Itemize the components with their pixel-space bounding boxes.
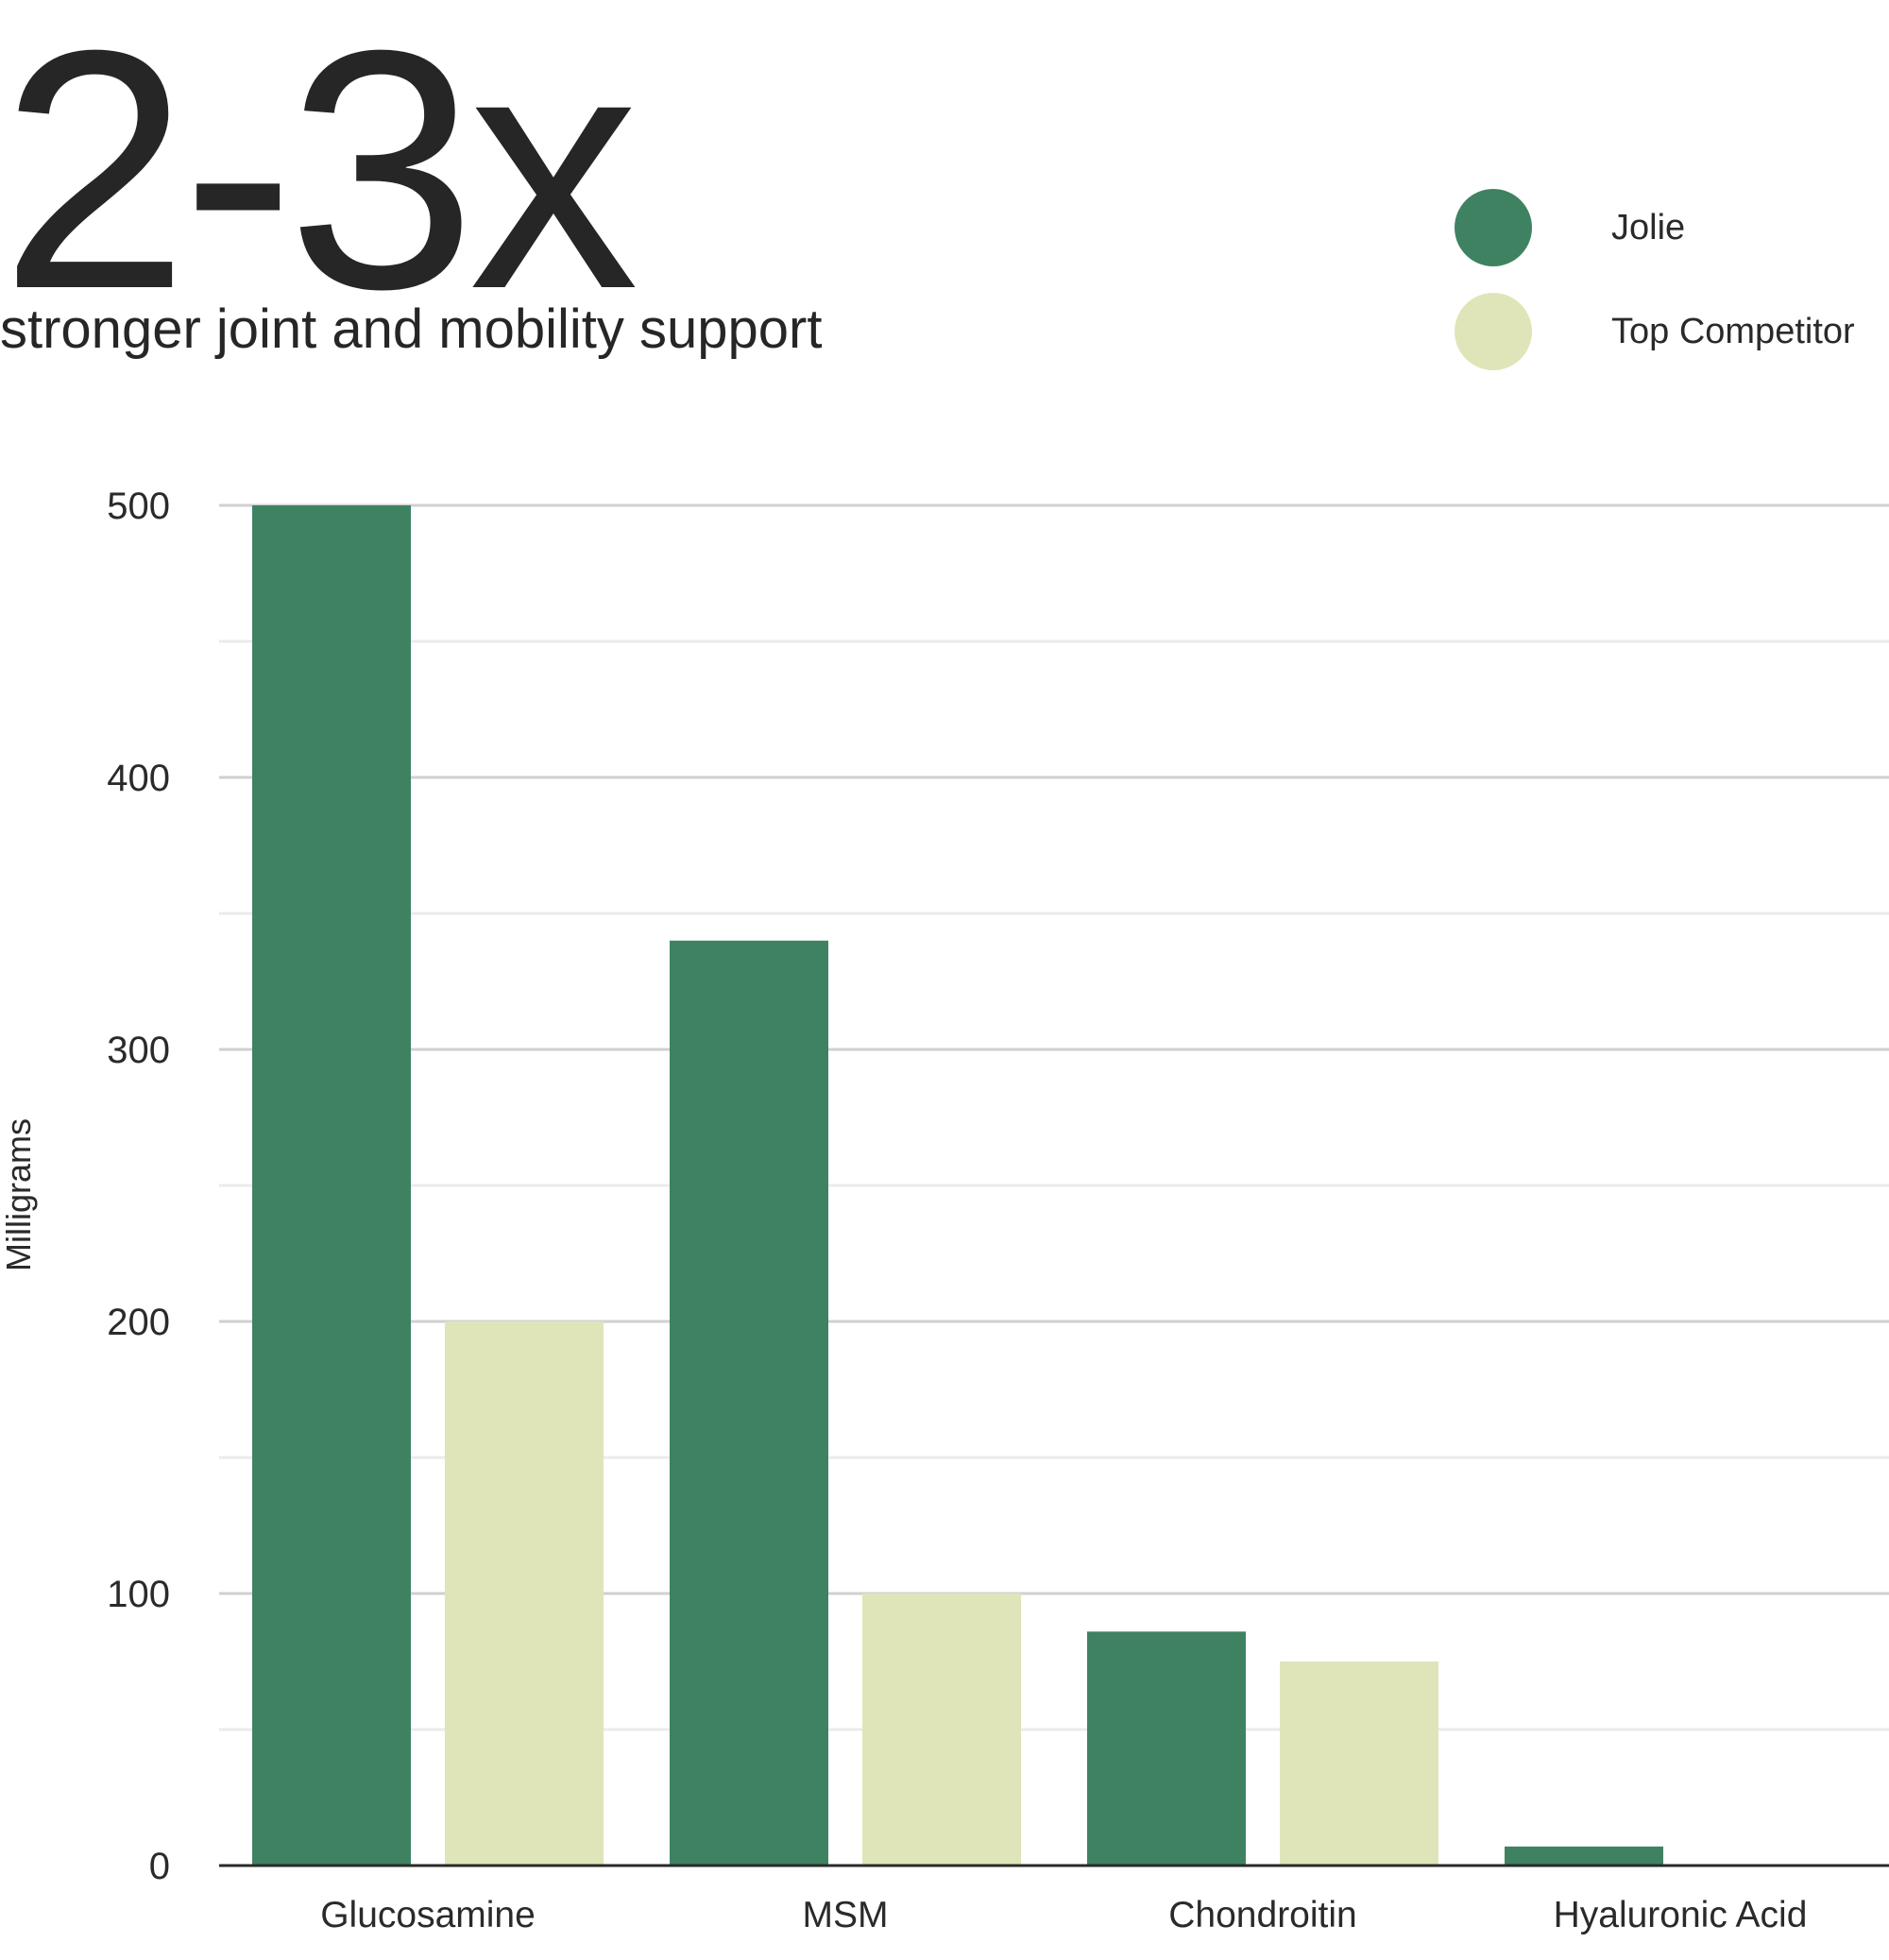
bar-top-competitor-msm [862,1594,1021,1866]
y-tick-label: 100 [107,1574,170,1615]
x-category-labels: Glucosamine MSM Chondroitin Hyaluronic Acid [320,1895,1807,1935]
x-category-label: MSM [803,1895,889,1935]
y-tick-label: 400 [107,758,170,799]
legend-item-top-competitor: Top Competitor [1455,293,1855,370]
y-tick-label: 200 [107,1302,170,1343]
y-tick-label: 0 [149,1846,170,1887]
bars [252,505,1663,1866]
legend-swatch-top-competitor [1455,293,1532,370]
x-category-label: Chondroitin [1168,1895,1356,1935]
x-category-label: Hyaluronic Acid [1554,1895,1808,1935]
bar-jolie-glucosamine [252,505,411,1866]
headline: 2-3x [0,0,638,360]
bar-jolie-hyaluronic-acid [1505,1846,1663,1866]
legend-label-jolie: Jolie [1611,207,1686,247]
bar-jolie-msm [670,940,828,1866]
y-tick-label: 300 [107,1030,170,1071]
subtitle: stronger joint and mobility support [0,298,823,360]
legend-item-jolie: Jolie [1455,189,1685,266]
x-category-label: Glucosamine [320,1895,536,1935]
bar-top-competitor-glucosamine [445,1321,604,1866]
y-tick-label: 500 [107,486,170,527]
bar-jolie-chondroitin [1087,1631,1246,1866]
legend-label-top-competitor: Top Competitor [1611,311,1855,351]
bar-top-competitor-chondroitin [1280,1662,1438,1866]
y-axis-title: Milligrams [0,1118,38,1271]
y-tick-labels: 0 100 200 300 400 500 [107,486,170,1887]
legend-swatch-jolie [1455,189,1532,266]
